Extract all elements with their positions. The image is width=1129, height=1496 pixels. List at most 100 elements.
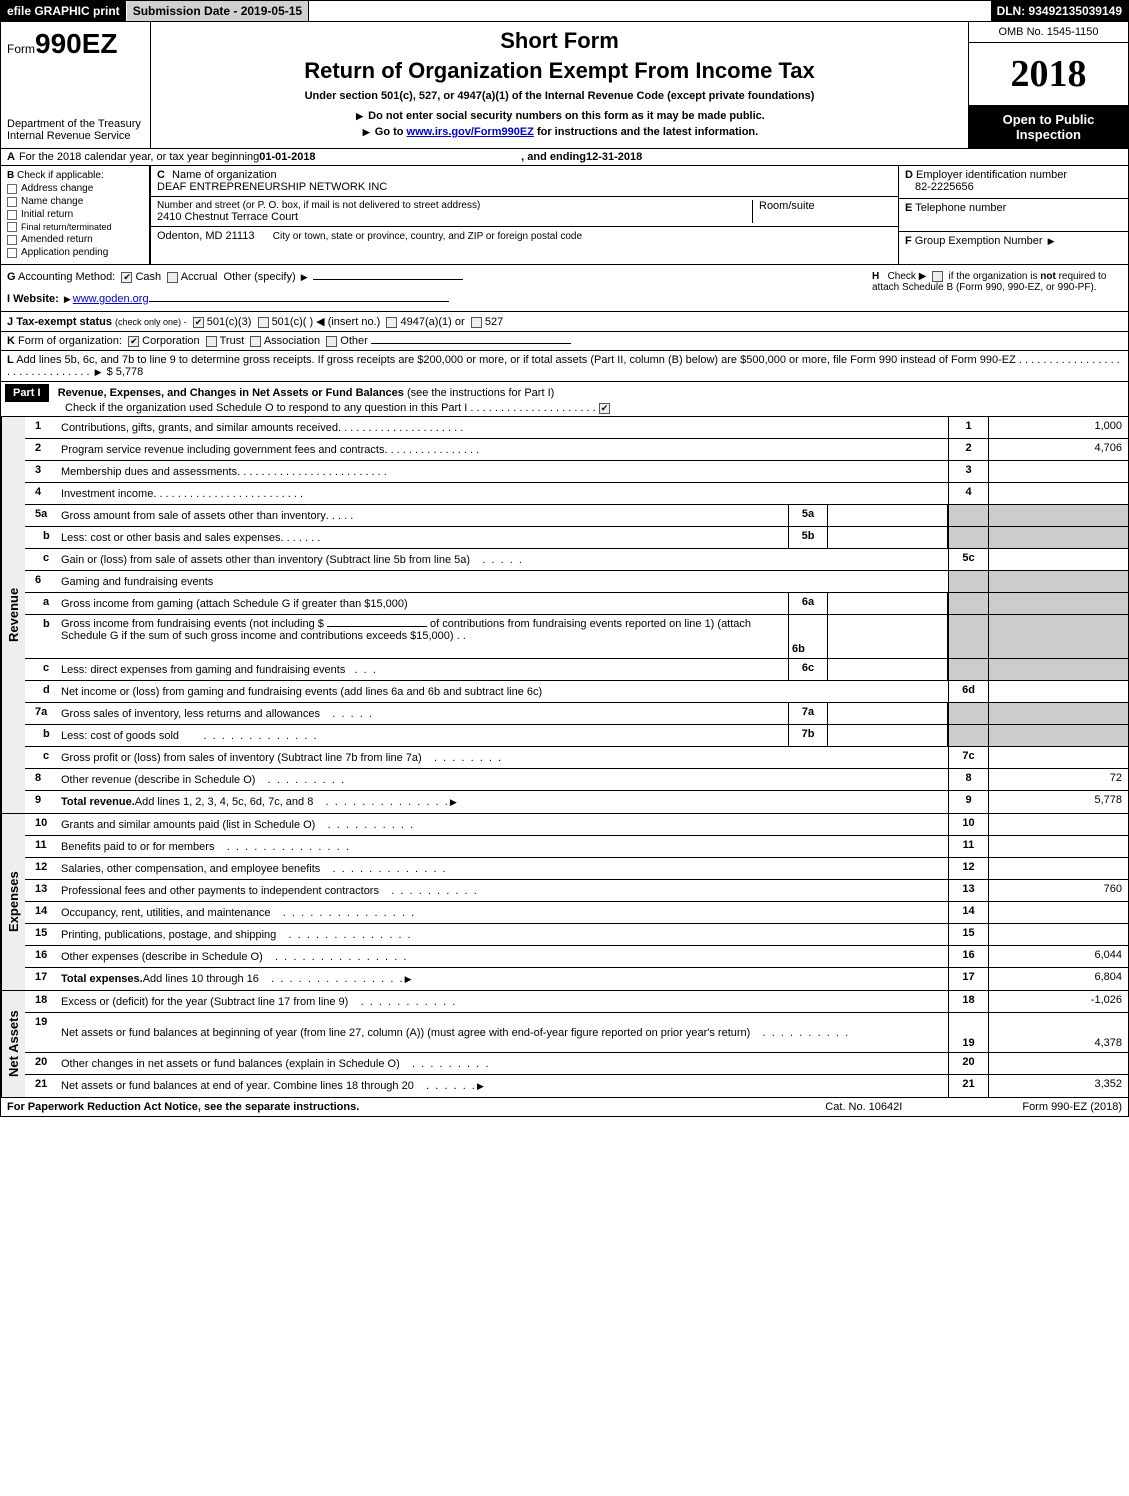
check-501c3[interactable]	[193, 317, 204, 328]
check-schedule-o[interactable]	[599, 403, 610, 414]
opt-501c3: 501(c)(3)	[207, 316, 252, 328]
label-g: G	[7, 271, 16, 283]
website-link[interactable]: www.goden.org	[73, 293, 149, 305]
line-18-box: 18	[948, 991, 988, 1012]
check-other-org[interactable]	[326, 336, 337, 347]
irs-link[interactable]: www.irs.gov/Form990EZ	[407, 126, 534, 138]
line-14-val	[988, 902, 1128, 923]
section-a-text1: For the 2018 calendar year, or tax year …	[19, 151, 259, 163]
line-2-desc: Program service revenue including govern…	[61, 444, 384, 456]
line-10-val	[988, 814, 1128, 835]
tax-year: 2018	[969, 43, 1128, 106]
check-final-return[interactable]: Final return/terminated	[7, 222, 143, 232]
line-6a-desc: Gross income from gaming (attach Schedul…	[61, 598, 408, 610]
check-amended[interactable]: Amended return	[7, 234, 143, 245]
line-10-desc: Grants and similar amounts paid (list in…	[61, 819, 315, 831]
check-trust[interactable]	[206, 336, 217, 347]
label-h: H	[872, 271, 879, 282]
ssn-note-text: Do not enter social security numbers on …	[368, 110, 765, 122]
j-sub: (check only one) -	[115, 317, 187, 327]
line-18-desc: Excess or (deficit) for the year (Subtra…	[61, 996, 348, 1008]
check-initial-return[interactable]: Initial return	[7, 209, 143, 220]
line-9-val: 5,778	[988, 791, 1128, 813]
line-2-val: 4,706	[988, 439, 1128, 460]
header-left: Form990EZ Department of the Treasury Int…	[1, 22, 151, 148]
line-1-box: 1	[948, 417, 988, 438]
short-form-title: Short Form	[157, 28, 962, 54]
group-exemption-label: Group Exemption Number	[915, 235, 1043, 247]
line-15-desc: Printing, publications, postage, and shi…	[61, 929, 276, 941]
line-17-val: 6,804	[988, 968, 1128, 990]
org-address: 2410 Chestnut Terrace Court	[157, 211, 746, 223]
check-label: Application pending	[21, 247, 108, 258]
check-association[interactable]	[250, 336, 261, 347]
label-f: F	[905, 235, 912, 247]
opt-insert: (insert no.)	[328, 316, 381, 328]
line-21-box: 21	[948, 1075, 988, 1097]
line-14-box: 14	[948, 902, 988, 923]
line-11-desc: Benefits paid to or for members	[61, 841, 214, 853]
check-address-change[interactable]: Address change	[7, 183, 143, 194]
line-21-val: 3,352	[988, 1075, 1128, 1097]
line-16-val: 6,044	[988, 946, 1128, 967]
line-17-box: 17	[948, 968, 988, 990]
line-20-box: 20	[948, 1053, 988, 1074]
goto-suffix: for instructions and the latest informat…	[534, 126, 758, 138]
check-cash[interactable]	[121, 272, 132, 283]
check-accrual[interactable]	[167, 272, 178, 283]
line-7b-sub: 7b	[788, 725, 828, 746]
check-schedule-b[interactable]	[932, 271, 943, 282]
line-7a-sub: 7a	[788, 703, 828, 724]
top-bar: efile GRAPHIC print Submission Date - 20…	[0, 0, 1129, 22]
k-text: Form of organization:	[18, 335, 122, 347]
opt-other-org: Other	[340, 335, 368, 347]
line-4-desc: Investment income	[61, 488, 153, 500]
efile-print-button[interactable]: efile GRAPHIC print	[1, 1, 127, 21]
line-4-val	[988, 483, 1128, 504]
line-5a-desc: Gross amount from sale of assets other t…	[61, 510, 326, 522]
end-date: 12-31-2018	[586, 151, 642, 163]
check-4947[interactable]	[386, 317, 397, 328]
label-c: C	[157, 169, 165, 181]
dept-treasury: Department of the Treasury	[7, 118, 144, 130]
netassets-section: Net Assets 18Excess or (deficit) for the…	[0, 991, 1129, 1098]
line-5c-box: 5c	[948, 549, 988, 570]
addr-label: Number and street (or P. O. box, if mail…	[157, 200, 746, 211]
section-gh: G Accounting Method: Cash Accrual Other …	[0, 265, 1129, 312]
check-527[interactable]	[471, 317, 482, 328]
check-501c[interactable]	[258, 317, 269, 328]
line-14-desc: Occupancy, rent, utilities, and maintena…	[61, 907, 271, 919]
line-6c-sub: 6c	[788, 659, 828, 680]
line-17-desc: Total expenses.	[61, 973, 143, 985]
line-12-box: 12	[948, 858, 988, 879]
section-e: E Telephone number	[899, 199, 1128, 232]
section-bcdef: B Check if applicable: Address change Na…	[0, 166, 1129, 265]
line-15-box: 15	[948, 924, 988, 945]
line-11-box: 11	[948, 836, 988, 857]
line-13-box: 13	[948, 880, 988, 901]
opt-4947: 4947(a)(1) or	[400, 316, 464, 328]
section-a-text2: , and ending	[521, 151, 586, 163]
website-label: Website:	[13, 293, 62, 305]
line-12-desc: Salaries, other compensation, and employ…	[61, 863, 320, 875]
section-g: G Accounting Method: Cash Accrual Other …	[7, 271, 872, 305]
check-name-change[interactable]: Name change	[7, 196, 143, 207]
line-13-desc: Professional fees and other payments to …	[61, 885, 379, 897]
line-9-desc2: Add lines 1, 2, 3, 4, 5c, 6d, 7c, and 8	[135, 796, 314, 808]
header-center: Short Form Return of Organization Exempt…	[151, 22, 968, 148]
section-j: J Tax-exempt status (check only one) - 5…	[0, 312, 1129, 332]
form-990ez: 990EZ	[35, 28, 118, 59]
j-text: Tax-exempt status	[16, 316, 112, 328]
spacer	[309, 1, 990, 21]
form-prefix: Form	[7, 42, 35, 56]
open-public-badge: Open to Public Inspection	[969, 106, 1128, 148]
line-6c-desc: Less: direct expenses from gaming and fu…	[61, 664, 345, 676]
line-7a-desc: Gross sales of inventory, less returns a…	[61, 708, 320, 720]
line-7c-desc: Gross profit or (loss) from sales of inv…	[61, 752, 422, 764]
check-application-pending[interactable]: Application pending	[7, 247, 143, 258]
check-corporation[interactable]	[128, 336, 139, 347]
footer-mid: Cat. No. 10642I	[825, 1101, 902, 1113]
line-6d-val	[988, 681, 1128, 702]
omb-number: OMB No. 1545-1150	[969, 22, 1128, 43]
label-d: D	[905, 169, 913, 181]
